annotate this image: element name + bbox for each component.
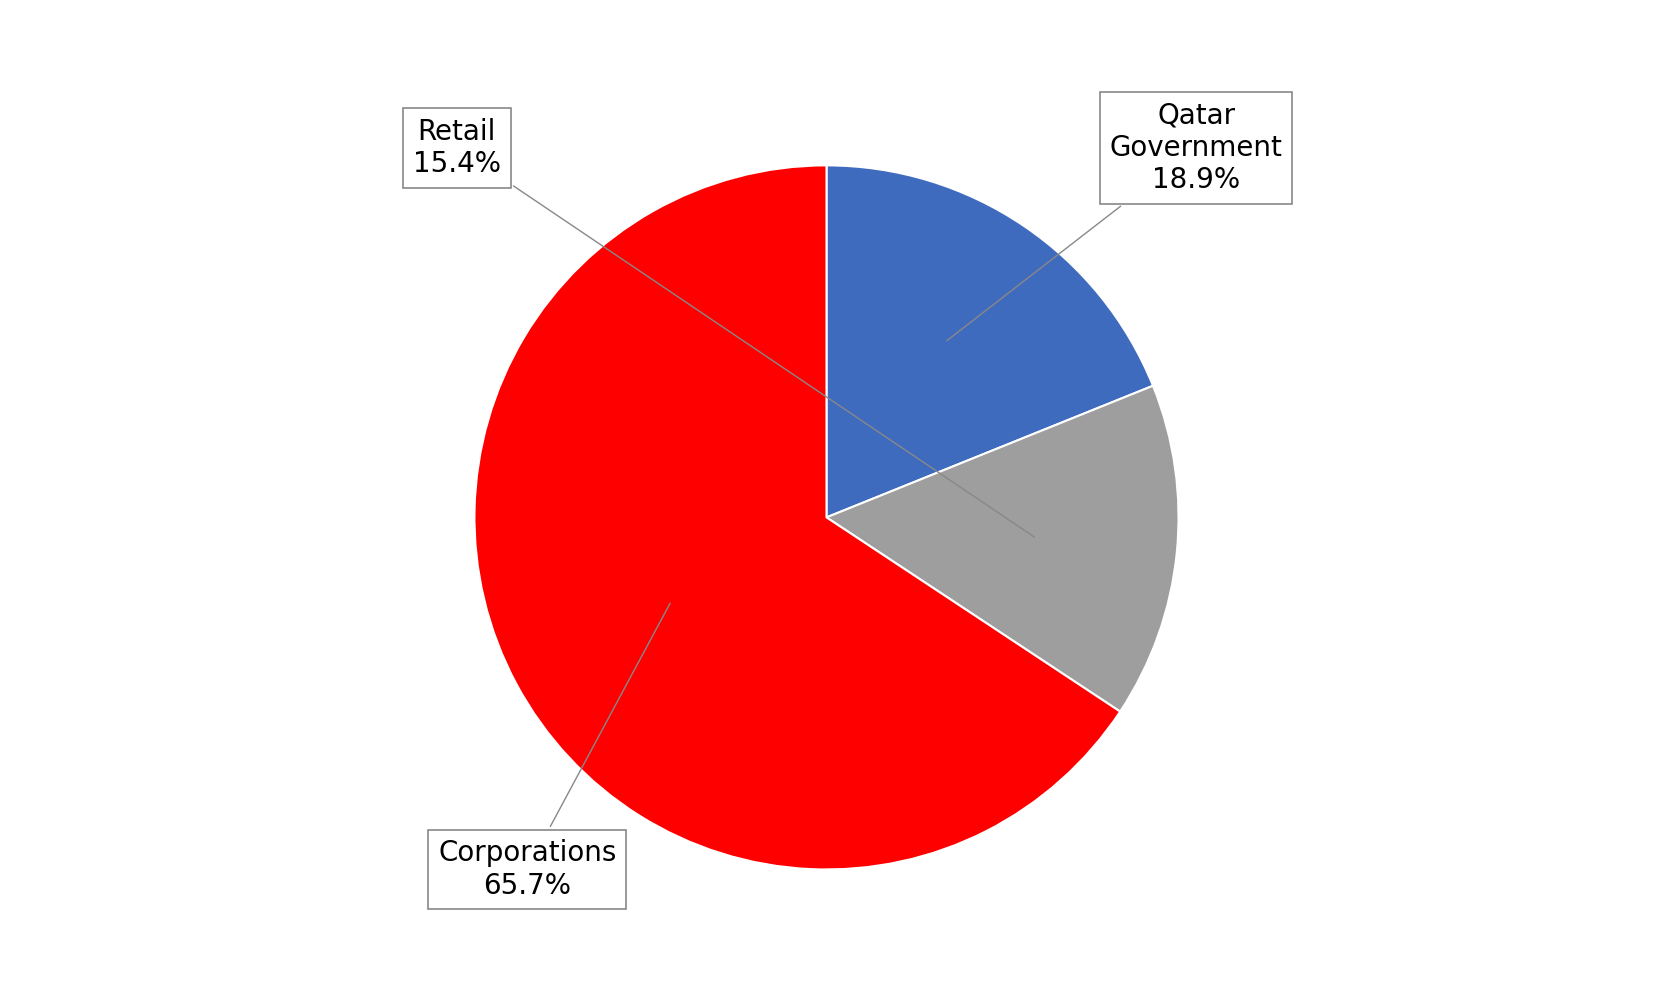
Wedge shape bbox=[826, 386, 1179, 712]
Wedge shape bbox=[826, 165, 1154, 518]
Text: Qatar
Government
18.9%: Qatar Government 18.9% bbox=[947, 101, 1283, 341]
Wedge shape bbox=[474, 165, 1121, 869]
Text: Corporations
65.7%: Corporations 65.7% bbox=[438, 603, 669, 900]
Text: Retail
15.4%: Retail 15.4% bbox=[413, 118, 1035, 537]
